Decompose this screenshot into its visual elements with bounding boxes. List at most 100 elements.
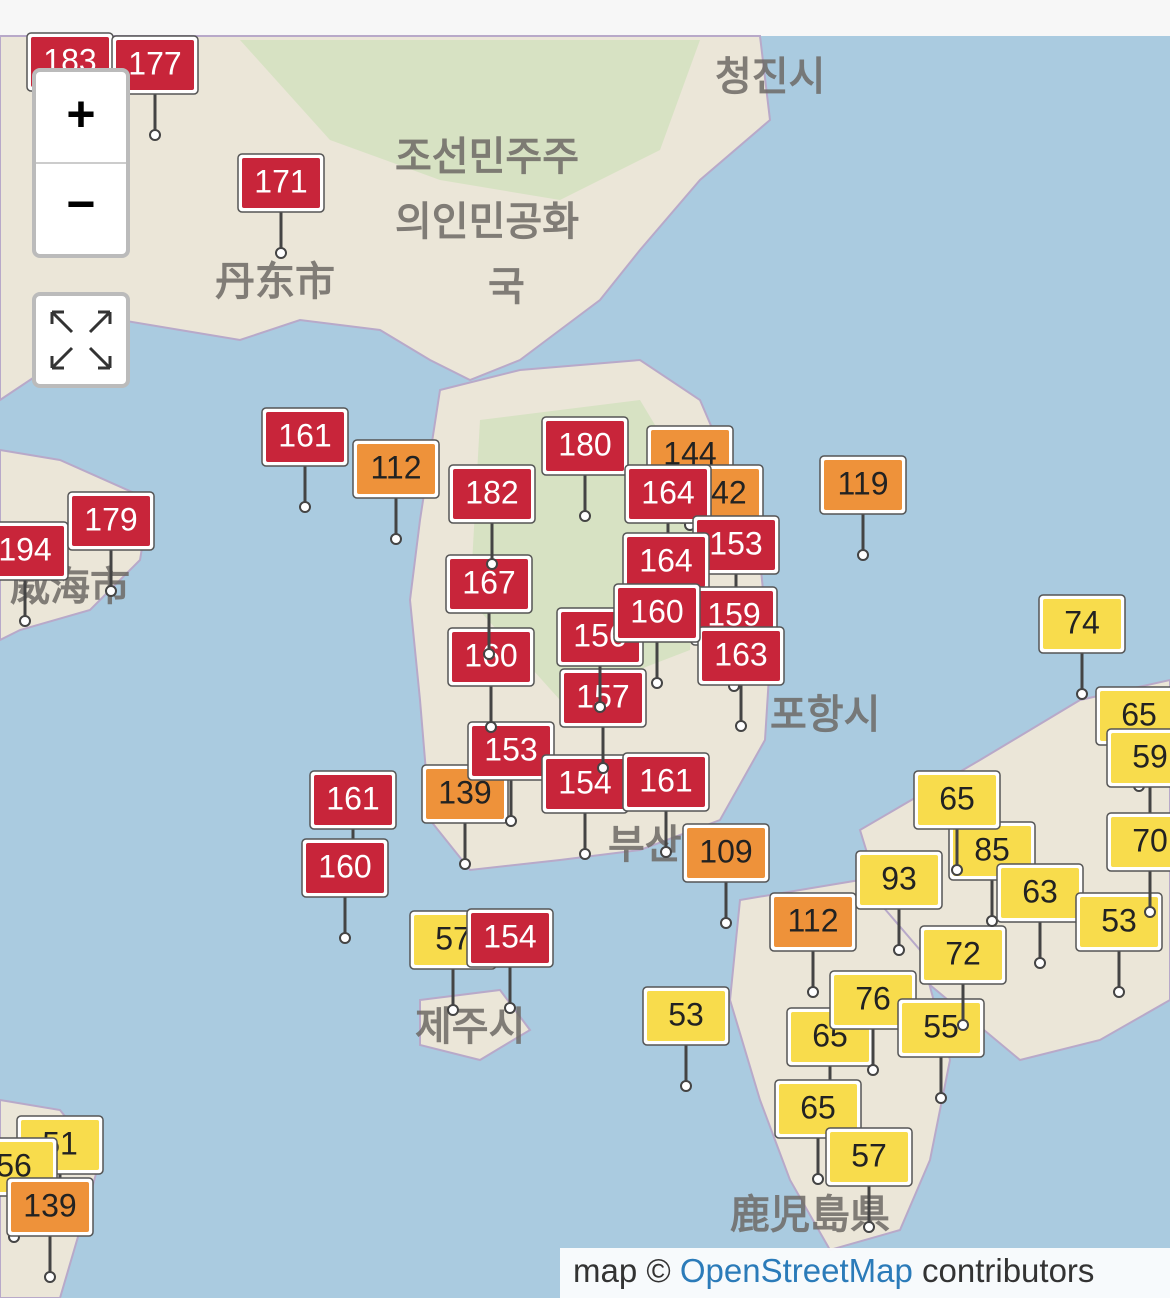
zoom-out[interactable]: − (66, 176, 95, 232)
aqi-marker[interactable]: 164 (624, 464, 712, 570)
marker-value: 70 (1132, 822, 1168, 858)
marker-value: 139 (23, 1187, 76, 1223)
zoom-in[interactable]: + (66, 86, 95, 142)
marker-fill (924, 930, 1002, 980)
marker-pin-head (483, 648, 495, 660)
aqi-marker[interactable]: 119 (819, 455, 907, 561)
place-label: 국 (488, 265, 525, 309)
marker-pin-head (957, 1019, 969, 1031)
aqi-marker[interactable]: 161 (261, 407, 349, 513)
marker-pin-head (986, 915, 998, 927)
aqi-marker[interactable]: 167 (445, 554, 533, 660)
marker-value: 153 (484, 731, 537, 767)
marker-value: 74 (1064, 604, 1100, 640)
marker-fill (0, 526, 64, 576)
marker-value: 57 (851, 1137, 887, 1173)
marker-value: 179 (84, 501, 137, 537)
marker-value: 177 (128, 45, 181, 81)
marker-value: 163 (714, 636, 767, 672)
marker-value: 161 (326, 780, 379, 816)
marker-pin-head (390, 533, 402, 545)
aqi-marker[interactable]: 179 (67, 491, 155, 597)
marker-fill (1080, 897, 1158, 947)
marker-pin-head (579, 510, 591, 522)
aqi-marker[interactable]: 194 (0, 521, 69, 627)
marker-value: 65 (939, 780, 975, 816)
aqi-marker[interactable]: 112 (352, 439, 440, 545)
aqi-marker[interactable]: 65 (774, 1079, 862, 1185)
aqi-marker[interactable]: 160 (613, 583, 701, 689)
aqi-marker[interactable]: 160 (301, 838, 389, 944)
marker-pin-head (857, 549, 869, 561)
aqi-marker[interactable]: 153 (467, 721, 555, 827)
aqi-marker[interactable]: 164 (622, 532, 710, 638)
aqi-marker[interactable]: 93 (855, 850, 943, 956)
marker-pin-head (807, 986, 819, 998)
aqi-marker[interactable]: 112 (769, 892, 857, 998)
aqi-marker[interactable]: 53 (1075, 892, 1163, 998)
aqi-marker[interactable]: 59 (1106, 728, 1170, 834)
marker-fill (1001, 868, 1079, 918)
marker-pin-head (19, 615, 31, 627)
marker-fill (627, 757, 705, 807)
marker-fill (546, 421, 624, 471)
place-label: 의인민공화 (395, 200, 579, 244)
aqi-marker[interactable]: 65 (913, 770, 1001, 876)
marker-fill (918, 775, 996, 825)
marker-fill (1111, 817, 1170, 867)
aqi-marker[interactable]: 161 (622, 752, 710, 858)
marker-value: 109 (699, 833, 752, 869)
aqi-marker[interactable]: 177 (111, 35, 199, 141)
aqi-marker[interactable]: 76 (829, 970, 917, 1076)
marker-pin-head (867, 1064, 879, 1076)
marker-value: 93 (881, 860, 917, 896)
marker-pin-head (893, 944, 905, 956)
aqi-marker[interactable]: 72 (919, 925, 1007, 1031)
marker-value: 154 (483, 918, 536, 954)
marker-value: 65 (800, 1089, 836, 1125)
aqi-marker[interactable]: 53 (642, 986, 730, 1092)
marker-pin-head (1034, 957, 1046, 969)
place-label: 포항시 (770, 693, 880, 737)
marker-fill (306, 843, 384, 893)
aqi-marker[interactable]: 182 (448, 464, 536, 570)
marker-value: 112 (370, 449, 421, 485)
aqi-marker[interactable]: 157 (559, 668, 647, 774)
marker-pin-head (1076, 688, 1088, 700)
marker-fill (266, 412, 344, 462)
marker-fill (830, 1132, 908, 1182)
zoom-control: + − (32, 68, 130, 258)
top-bar (0, 0, 1170, 36)
aqi-marker[interactable]: 57 (825, 1127, 913, 1233)
aqi-marker[interactable]: 139 (6, 1177, 94, 1283)
aqi-marker[interactable]: 180 (541, 416, 629, 522)
aqi-marker[interactable]: 63 (996, 863, 1084, 969)
marker-fill (242, 158, 320, 208)
aqi-marker[interactable]: 70 (1106, 812, 1170, 918)
marker-pin-head (105, 585, 117, 597)
marker-value: 59 (1132, 738, 1168, 774)
aqi-marker[interactable]: 153 (692, 515, 780, 621)
fullscreen-box (32, 292, 130, 388)
marker-value: 171 (254, 163, 307, 199)
marker-value: 57 (435, 920, 471, 956)
marker-pin-head (579, 848, 591, 860)
fullscreen-button[interactable] (32, 292, 130, 388)
marker-pin-head (339, 932, 351, 944)
aqi-marker[interactable]: 109 (682, 823, 770, 929)
attribution: map © OpenStreetMap contributors (573, 1252, 1094, 1289)
aqi-marker[interactable]: 171 (237, 153, 325, 259)
aqi-marker[interactable]: 163 (697, 626, 785, 732)
marker-pin-head (863, 1221, 875, 1233)
marker-pin-head (149, 129, 161, 141)
marker-pin-head (660, 846, 672, 858)
marker-value: 167 (462, 564, 515, 600)
aqi-marker[interactable]: 154 (466, 908, 554, 1014)
attribution-link[interactable]: OpenStreetMap (680, 1252, 913, 1289)
attribution-prefix: map © (573, 1252, 671, 1289)
marker-pin-head (735, 720, 747, 732)
marker-fill (11, 1182, 89, 1232)
marker-value: 182 (465, 474, 518, 510)
fullscreen-icon (50, 310, 112, 370)
aqi-marker[interactable]: 74 (1038, 594, 1126, 700)
